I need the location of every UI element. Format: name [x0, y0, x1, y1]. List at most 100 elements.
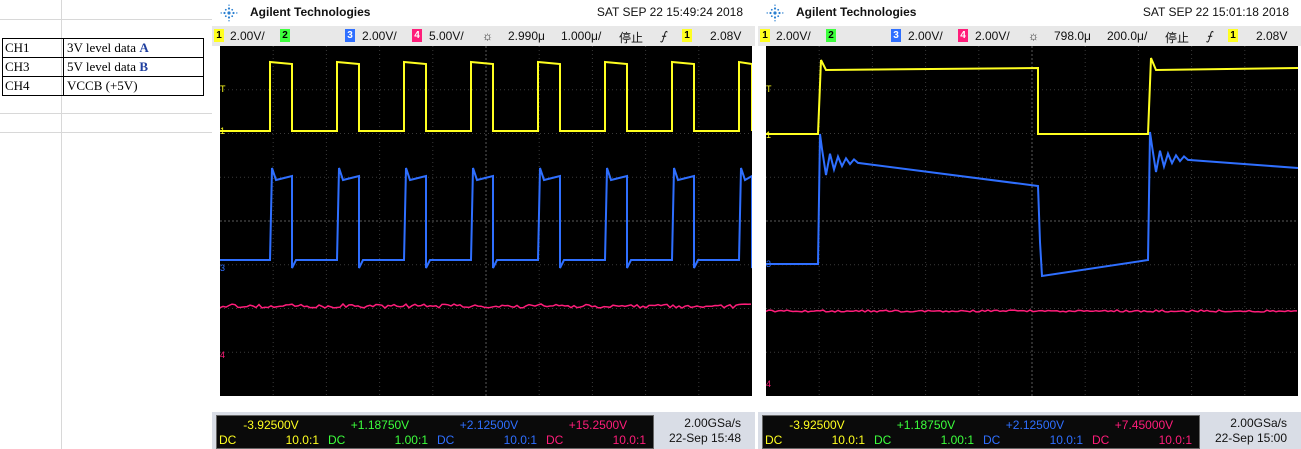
legend-row-ch3: CH3 5V level data B: [3, 58, 203, 77]
status-bar: 1 2.00V/ 2 3 2.00V/ 4 5.00V/ ☼ 2.990μ 1.…: [212, 26, 755, 46]
ch1-scale[interactable]: 2.00V/: [776, 29, 811, 43]
delay-icon: ☼: [1028, 29, 1039, 43]
scope-header: Agilent Technologies SAT SEP 22 15:01:18…: [758, 0, 1301, 26]
waveform-graticule: [220, 46, 752, 396]
ch3-scale[interactable]: 2.00V/: [362, 29, 397, 43]
scope-header: Agilent Technologies SAT SEP 22 15:49:24…: [212, 0, 755, 26]
legend-ch-label: CH1: [3, 39, 64, 57]
agilent-spark-logo-icon: [766, 4, 784, 22]
ch2-offset: +1.18750V: [872, 418, 980, 432]
ch3-probe: 10.0:1: [1050, 433, 1083, 447]
ch1-offset: -3.92500V: [217, 418, 325, 432]
measurement-footer: -3.92500V DC 10.0:1 +1.18750V DC 1.00:1 …: [758, 412, 1301, 449]
waveform-display: T 1 3 4: [220, 46, 752, 396]
timebase-scale[interactable]: 1.000μ/: [561, 29, 601, 43]
ch1-probe: 10.0:1: [286, 433, 319, 447]
legend-marker: A: [139, 40, 148, 55]
ch2-readout[interactable]: +1.18750V DC 1.00:1: [872, 416, 980, 448]
run-state[interactable]: 停止: [619, 29, 643, 46]
acquisition-info: 2.00GSa/s 22-Sep 15:00: [1215, 416, 1287, 446]
ch1-coupling: DC: [765, 433, 782, 447]
legend-ch-label: CH4: [3, 77, 64, 95]
ch3-coupling: DC: [983, 433, 1000, 447]
brand-name: Agilent Technologies: [250, 5, 370, 19]
ch1-coupling: DC: [219, 433, 236, 447]
trigger-level[interactable]: 2.08V: [710, 29, 741, 43]
ch4-badge[interactable]: 4: [412, 29, 422, 42]
ch1-badge[interactable]: 1: [214, 29, 224, 42]
ch4-readout[interactable]: +15.2500V DC 10.0:1: [544, 416, 652, 448]
ch2-badge[interactable]: 2: [280, 29, 290, 42]
measurement-footer: -3.92500V DC 10.0:1 +1.18750V DC 1.00:1 …: [212, 412, 755, 449]
ch1-scale[interactable]: 2.00V/: [230, 29, 265, 43]
agilent-spark-logo-icon: [220, 4, 238, 22]
legend-row-ch1: CH1 3V level data A: [3, 39, 203, 58]
delay-icon: ☼: [482, 29, 493, 43]
ch3-badge[interactable]: 3: [891, 29, 901, 42]
ch1-readout[interactable]: -3.92500V DC 10.0:1: [217, 416, 325, 448]
ch1-trace: [220, 62, 752, 131]
waveform-display: T 1 3 4: [766, 46, 1298, 396]
trigger-level[interactable]: 2.08V: [1256, 29, 1287, 43]
channel-readout: -3.92500V DC 10.0:1 +1.18750V DC 1.00:1 …: [762, 415, 1200, 449]
ch2-probe: 1.00:1: [941, 433, 974, 447]
legend-desc: VCCB (+5V): [67, 78, 138, 93]
timebase-scale[interactable]: 200.0μ/: [1107, 29, 1147, 43]
sample-rate: 2.00GSa/s: [1215, 416, 1287, 431]
ch1-ground-marker[interactable]: 1: [766, 130, 771, 140]
legend-desc: 3V level data: [67, 40, 139, 55]
trigger-level-marker[interactable]: T: [766, 84, 772, 94]
ch3-offset: +2.12500V: [981, 418, 1089, 432]
ch1-badge[interactable]: 1: [760, 29, 770, 42]
ch2-probe: 1.00:1: [395, 433, 428, 447]
ch2-coupling: DC: [874, 433, 891, 447]
ch4-scale[interactable]: 5.00V/: [429, 29, 464, 43]
ch3-badge[interactable]: 3: [345, 29, 355, 42]
trigger-level-marker[interactable]: T: [220, 84, 226, 94]
ch3-ground-marker[interactable]: 3: [220, 263, 225, 273]
channel-readout: -3.92500V DC 10.0:1 +1.18750V DC 1.00:1 …: [216, 415, 654, 449]
ch2-coupling: DC: [328, 433, 345, 447]
status-bar: 1 2.00V/ 2 3 2.00V/ 4 2.00V/ ☼ 798.0μ 20…: [758, 26, 1301, 46]
legend-desc: 5V level data: [67, 59, 139, 74]
ch3-offset: +2.12500V: [435, 418, 543, 432]
waveform-graticule: [766, 46, 1298, 396]
ch4-ground-marker[interactable]: 4: [220, 350, 225, 360]
ch4-coupling: DC: [546, 433, 563, 447]
ch1-offset: -3.92500V: [763, 418, 871, 432]
ch4-probe: 10.0:1: [613, 433, 646, 447]
ch3-readout[interactable]: +2.12500V DC 10.0:1: [435, 416, 543, 448]
legend-row-ch4: CH4 VCCB (+5V): [3, 77, 203, 96]
oscilloscope-capture-b: Agilent Technologies SAT SEP 22 15:01:18…: [758, 0, 1301, 449]
channel-legend-table: CH1 3V level data A CH3 5V level data B …: [2, 38, 204, 96]
ch2-readout[interactable]: +1.18750V DC 1.00:1: [326, 416, 434, 448]
trigger-source-badge[interactable]: 1: [1228, 29, 1238, 42]
ch2-offset: +1.18750V: [326, 418, 434, 432]
ch4-probe: 10.0:1: [1159, 433, 1192, 447]
ch3-ground-marker[interactable]: 3: [766, 259, 771, 269]
acquisition-info: 2.00GSa/s 22-Sep 15:48: [669, 416, 741, 446]
horizontal-delay[interactable]: 2.990μ: [508, 29, 545, 43]
ch2-badge[interactable]: 2: [826, 29, 836, 42]
ch4-badge[interactable]: 4: [958, 29, 968, 42]
ch3-readout[interactable]: +2.12500V DC 10.0:1: [981, 416, 1089, 448]
ch4-coupling: DC: [1092, 433, 1109, 447]
ch1-probe: 10.0:1: [832, 433, 865, 447]
trigger-edge-icon: ⨍: [1206, 29, 1212, 43]
ch4-readout[interactable]: +7.45000V DC 10.0:1: [1090, 416, 1198, 448]
capture-timestamp: SAT SEP 22 15:01:18 2018: [1143, 5, 1289, 19]
ch1-ground-marker[interactable]: 1: [220, 126, 225, 136]
ch4-scale[interactable]: 2.00V/: [975, 29, 1010, 43]
legend-marker: B: [139, 59, 148, 74]
oscilloscope-capture-a: Agilent Technologies SAT SEP 22 15:49:24…: [212, 0, 755, 449]
ch3-scale[interactable]: 2.00V/: [908, 29, 943, 43]
trigger-source-badge[interactable]: 1: [682, 29, 692, 42]
ch4-ground-marker[interactable]: 4: [766, 379, 771, 389]
ch3-probe: 10.0:1: [504, 433, 537, 447]
spreadsheet-area: CH1 3V level data A CH3 5V level data B …: [0, 0, 212, 449]
run-state[interactable]: 停止: [1165, 29, 1189, 46]
trigger-edge-icon: ⨍: [660, 29, 666, 43]
ch4-offset: +15.2500V: [544, 418, 652, 432]
horizontal-delay[interactable]: 798.0μ: [1054, 29, 1091, 43]
ch1-readout[interactable]: -3.92500V DC 10.0:1: [763, 416, 871, 448]
